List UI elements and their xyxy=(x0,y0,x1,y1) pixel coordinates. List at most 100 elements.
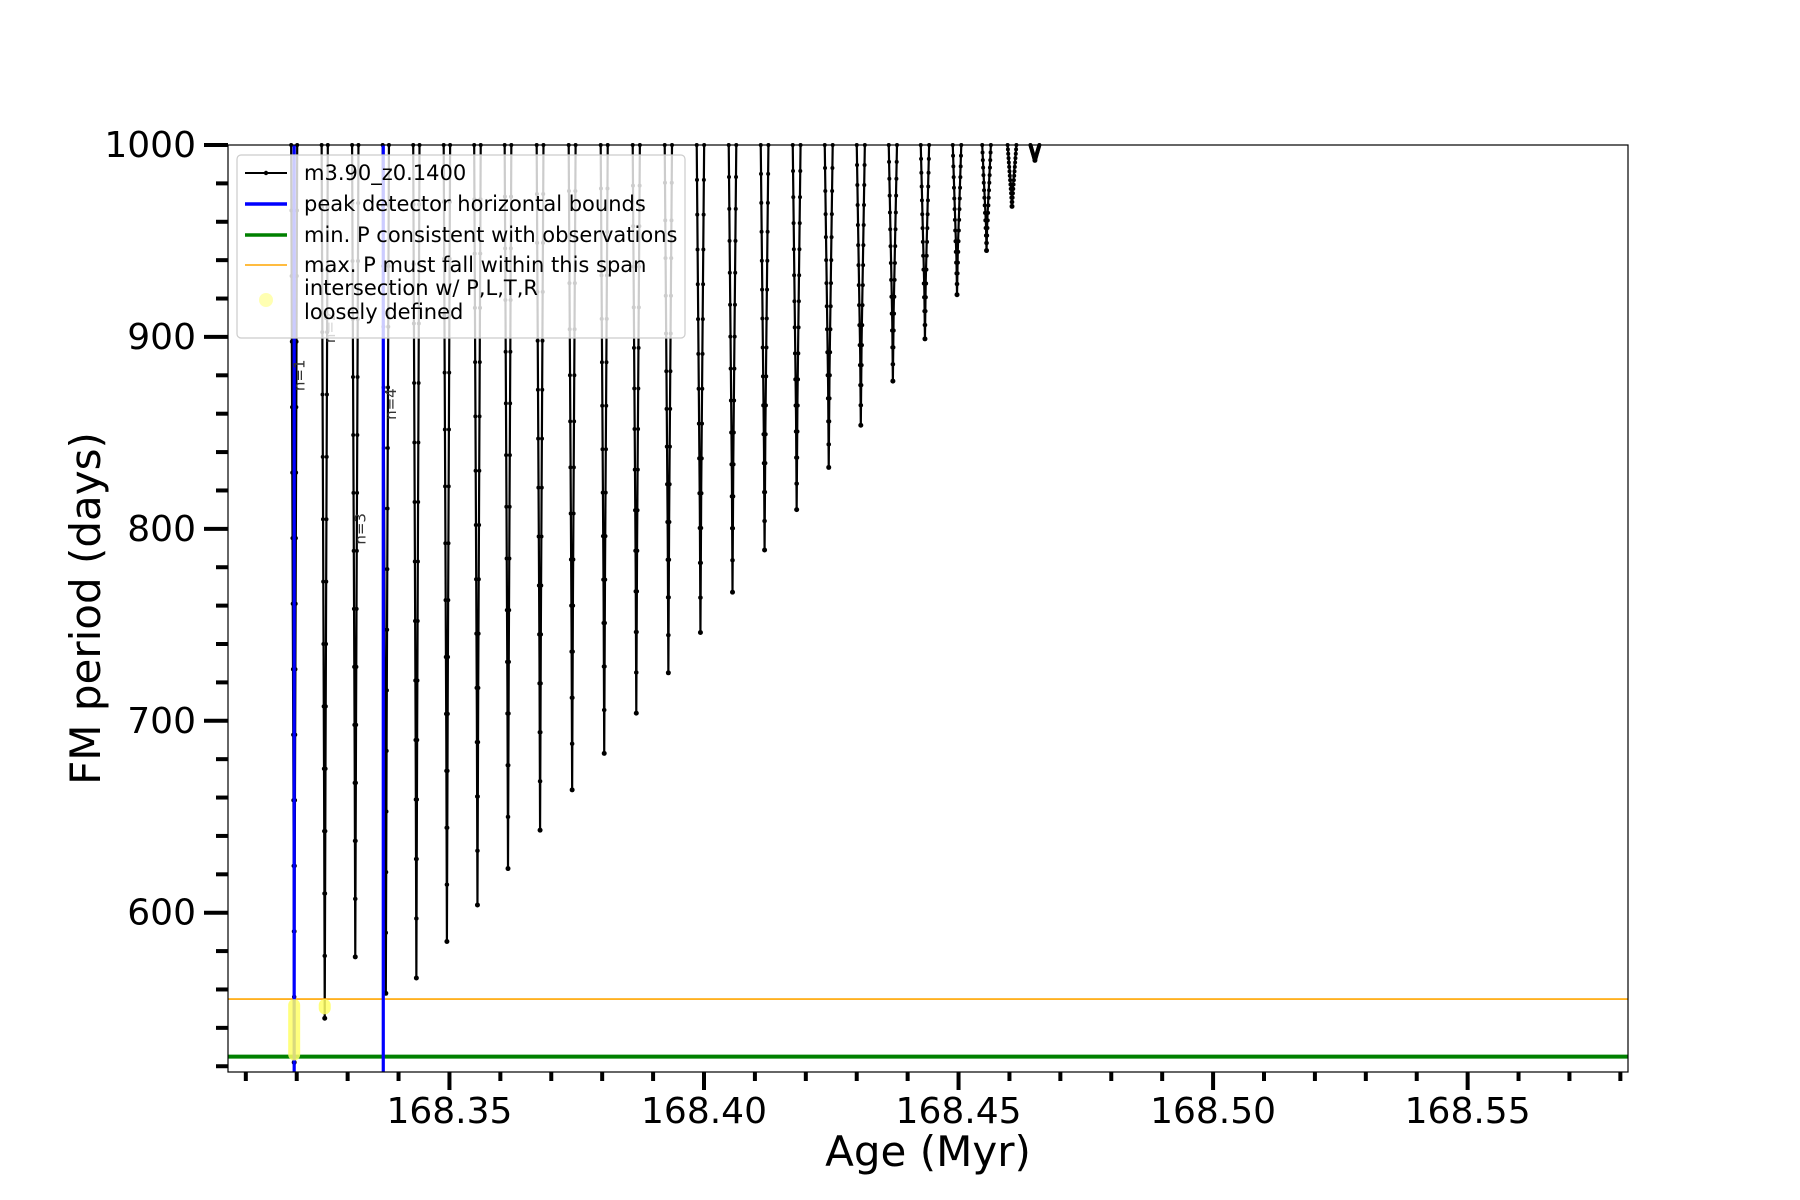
pulse-marker xyxy=(666,595,671,600)
pulse-marker xyxy=(760,374,765,379)
pulse-marker xyxy=(354,548,359,553)
pulse-marker xyxy=(862,163,867,168)
pulse-marker xyxy=(567,373,572,378)
pulse-marker xyxy=(731,494,736,499)
pulse-marker xyxy=(981,165,986,170)
pulse-marker xyxy=(506,659,511,664)
pulse-marker xyxy=(860,323,865,328)
pulse-marker xyxy=(921,267,926,272)
pulse-marker xyxy=(955,260,960,265)
pulse-marker xyxy=(323,704,328,709)
pulse-marker xyxy=(701,212,706,217)
horizontal-reference-lines xyxy=(228,998,1628,1059)
pulse-marker xyxy=(727,270,732,275)
pulse-marker xyxy=(733,206,738,211)
pulse-marker xyxy=(536,436,541,441)
pulse-marker xyxy=(925,239,930,244)
pulse-marker xyxy=(1012,169,1017,174)
pulse-marker xyxy=(985,218,990,223)
pulse-marker xyxy=(759,229,764,234)
pulse-marker xyxy=(477,414,482,419)
y-tick-label: 1000 xyxy=(104,125,196,166)
pulse-marker xyxy=(600,447,605,452)
pulse-marker xyxy=(986,210,991,215)
pulse-marker xyxy=(923,309,928,314)
pulse-marker xyxy=(415,737,420,742)
pulse-marker xyxy=(473,468,478,473)
pulse-marker xyxy=(353,838,358,843)
pulse-marker xyxy=(795,455,800,460)
pulse-marker xyxy=(320,454,325,459)
pulse-marker xyxy=(791,169,796,174)
pulse-marker xyxy=(1010,195,1015,200)
pulse-marker xyxy=(1012,173,1017,178)
pulse-marker xyxy=(984,241,989,246)
pulse-marker xyxy=(887,193,892,198)
pulse-marker xyxy=(539,583,544,588)
pulse-marker xyxy=(386,385,391,390)
pulse-marker xyxy=(857,303,862,308)
pulse-marker xyxy=(538,730,543,735)
pulse-marker xyxy=(926,184,931,189)
pulse-marker xyxy=(957,196,962,201)
pulse-marker xyxy=(791,247,796,252)
pulse-marker xyxy=(982,188,987,193)
intersection-marker xyxy=(288,999,301,1061)
pulse-marker xyxy=(763,490,768,495)
pulse-marker xyxy=(631,345,636,350)
pulse-marker xyxy=(861,203,866,208)
pulse-marker xyxy=(324,517,329,522)
pulse-marker xyxy=(855,223,860,228)
pulse-marker xyxy=(1007,164,1012,169)
pulse-marker xyxy=(700,317,705,322)
pulse-marker xyxy=(830,189,835,194)
pulse-marker xyxy=(793,377,798,382)
legend-label: max. P must fall within this span xyxy=(304,253,646,277)
pulse-marker xyxy=(538,681,543,686)
pulse-marker xyxy=(446,541,451,546)
pulse-marker xyxy=(415,678,420,683)
pulse-marker xyxy=(861,243,866,248)
pulse-marker xyxy=(503,401,508,406)
pulse-marker xyxy=(667,482,672,487)
pulse-marker xyxy=(504,556,509,561)
pulse-marker xyxy=(442,370,447,375)
pulse-marker xyxy=(568,465,573,470)
pulse-marker xyxy=(635,508,640,513)
pulse-marker xyxy=(732,398,737,403)
pulse-marker xyxy=(539,485,544,490)
pulse-marker xyxy=(798,169,803,174)
pulse-marker xyxy=(797,247,802,252)
legend-label: intersection w/ P,L,T,R loosely defined xyxy=(304,276,538,324)
pulse-marker xyxy=(952,207,957,212)
pulse-marker xyxy=(980,158,985,163)
pulse-marker xyxy=(951,164,956,169)
pulse-minimum xyxy=(633,710,639,716)
pulse-marker xyxy=(694,177,699,182)
pulse-marker xyxy=(855,163,860,168)
pulse-marker xyxy=(664,406,669,411)
pulse-marker xyxy=(985,225,990,230)
pulse-marker xyxy=(760,345,765,350)
pulse-minimum xyxy=(322,1015,328,1021)
pulse-marker xyxy=(894,176,899,181)
pulse-marker xyxy=(384,809,389,814)
pulse-marker xyxy=(795,403,800,408)
pulse-marker xyxy=(825,327,830,332)
pulse-marker xyxy=(634,629,639,634)
pulse-marker xyxy=(1008,178,1013,183)
pulse-marker xyxy=(893,227,898,232)
pulse-marker xyxy=(894,193,899,198)
pulse-marker xyxy=(763,432,768,437)
legend-entry: peak detector horizontal bounds xyxy=(245,192,646,216)
pulse-marker xyxy=(602,707,607,712)
pulse-marker xyxy=(508,349,513,354)
pulse-marker xyxy=(728,334,733,339)
pulse-annotation: n=3 xyxy=(351,513,369,545)
pulse-marker xyxy=(957,207,962,212)
pulse-marker xyxy=(823,212,828,217)
pulse-marker xyxy=(828,304,833,309)
pulse-marker xyxy=(824,304,829,309)
pulse-marker xyxy=(731,462,736,467)
